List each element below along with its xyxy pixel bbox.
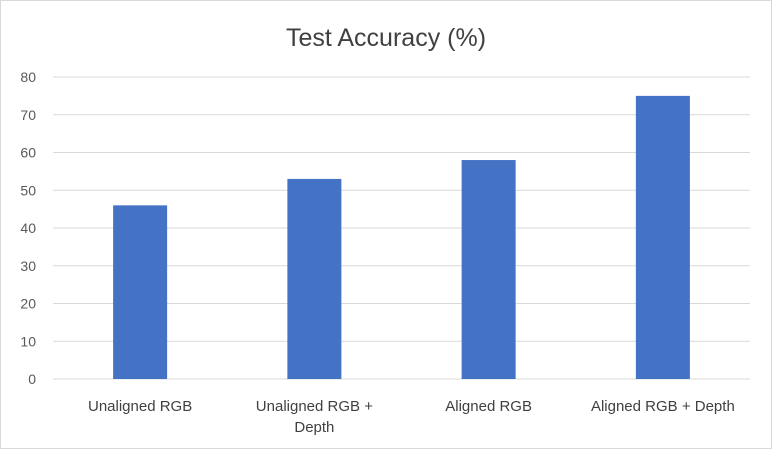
y-tick-label: 0 [28,371,36,387]
y-tick-label: 40 [20,220,36,236]
y-tick-label: 50 [20,182,36,198]
chart-title: Test Accuracy (%) [286,24,486,52]
bar [287,178,342,379]
y-axis-ticks: 0 10 20 30 40 50 60 70 80 [20,69,36,387]
y-tick-label: 70 [20,107,36,123]
bars [113,95,690,379]
bar [113,205,168,379]
x-category-label: Depth [294,419,334,436]
y-tick-label: 10 [20,333,36,349]
bar [461,160,516,379]
y-tick-label: 80 [20,69,36,85]
y-tick-label: 30 [20,258,36,274]
y-tick-label: 20 [20,296,36,312]
x-axis-labels: Unaligned RGB Unaligned RGB + Depth Aligned… [88,398,735,436]
y-tick-label: 60 [20,145,36,161]
x-category-label: Unaligned RGB [88,398,192,415]
x-category-label: Aligned RGB + Depth [591,398,735,415]
gridlines [53,76,750,380]
x-category-label: Unaligned RGB + [256,398,373,415]
x-category-label: Aligned RGB [445,398,532,415]
bar [635,95,690,379]
